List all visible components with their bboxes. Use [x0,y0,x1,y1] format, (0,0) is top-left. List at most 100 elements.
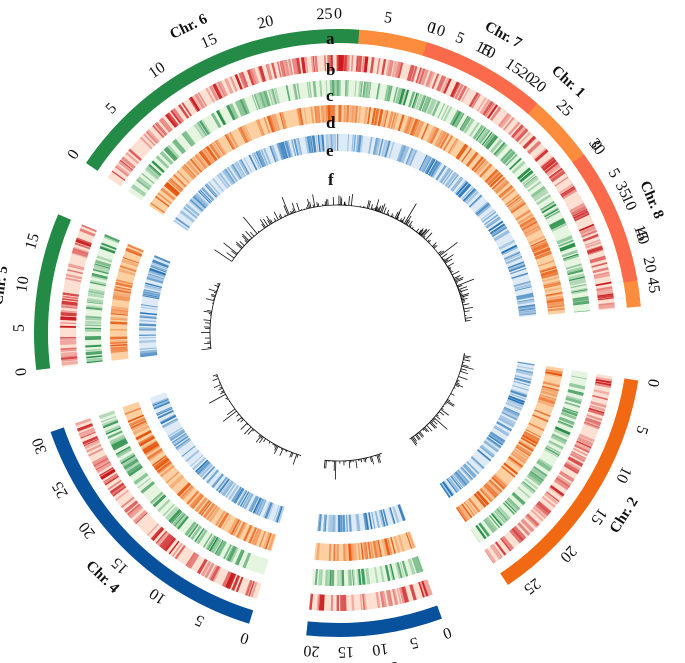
track-c-bin [574,310,591,313]
track-e-bin [195,459,209,474]
tick-label: 5 [632,424,651,437]
track-d-bin [457,144,469,160]
track-c-bin [395,87,402,104]
track-d-chr2-bg [455,366,564,523]
histogram-bar [456,278,475,287]
track-e-bin [275,505,282,523]
track-b-bin [150,526,163,540]
track-c-bin [563,254,580,262]
track-c-bin [540,200,555,211]
histogram-bar [441,253,448,259]
histogram-bar [454,277,459,281]
track-b-bin [100,468,116,480]
track-e-bin [216,477,228,492]
track-b-bin [443,78,452,94]
track-d-bin [546,301,565,307]
track-d-bin [448,138,459,155]
histogram-bar [223,242,238,255]
track-e-bin [421,156,432,173]
histogram-bar [291,452,294,458]
track-c-bin [172,512,185,526]
track-c-bin [105,427,122,435]
track-e-bin [157,409,174,419]
track-c-bin [502,502,516,515]
track-c-bin [440,105,449,121]
histogram-bar [221,390,224,393]
track-d-bin [321,105,324,123]
track-d-bin [194,497,208,513]
track-b-bin [61,360,78,366]
track-d-bin [208,144,220,160]
track-b-bin [583,422,600,430]
tick-label: 35 [612,179,634,201]
histogram-bar [205,298,215,302]
track-b-bin [421,580,429,597]
track-d-bin [483,484,497,498]
tick-label: 0 [644,378,662,389]
histogram-bar [418,432,423,438]
track-c-bin [519,170,534,183]
histogram-bar [281,196,290,215]
track-e-bin [251,153,260,170]
track-d-bin [535,251,552,260]
track-e-bin [323,514,327,532]
histogram-bar [212,374,218,377]
histogram-bar [464,310,470,313]
track-c-bin [138,176,152,188]
histogram-bar [455,382,460,385]
track-b-bin [436,75,446,92]
track-c-bin [93,265,110,273]
histogram-bar [270,219,273,224]
histogram-bar [220,391,225,395]
track-b-bin [573,211,590,221]
tick-label: 5 [11,324,28,332]
track-d-bin [344,105,348,123]
track-d-bin [338,105,342,123]
track-c-bin [109,434,125,444]
track-e-bin [485,216,501,229]
histogram-bar [438,411,445,416]
track-d-bin [186,161,199,176]
track-d-bin [455,507,467,523]
track-e-bin [248,154,258,171]
track-e-bin [196,460,210,475]
track-c-bin [544,448,559,458]
track-c-bin [88,290,105,296]
track-b-bin [204,562,214,578]
track-c-bin [500,148,513,162]
track-c-bin [91,275,108,281]
track-c-bin [548,441,563,450]
track-d-bin [510,202,526,214]
track-e-bin [371,511,376,529]
tick-label: 25 [49,479,72,501]
track-e-bin [489,223,505,234]
track-d-bin [183,164,197,178]
track-b-bin [534,149,549,162]
track-e-bin [325,134,330,152]
track-e-bin [290,139,296,157]
track-b-bin [61,300,78,306]
track-e-bin [160,415,177,425]
track-c-bin [141,172,155,184]
track-e-bin [199,463,214,478]
track-c-bin [94,259,112,268]
track-d-bin [473,158,487,173]
track-c-bin [327,569,331,586]
track-c-bin [196,529,207,544]
track-d-bin [491,176,505,190]
track-b-bin [406,64,414,81]
histogram-bar [348,460,351,469]
histogram-bar [273,446,279,455]
track-b-bin [415,67,422,84]
histogram-bar [226,408,236,416]
histogram-baseline [324,452,382,462]
track-e-bin [139,327,157,330]
track-b-bin [592,394,609,401]
track-d-bin [387,111,394,129]
track-c-bin [337,569,340,586]
track-e-bin [142,293,160,298]
track-e-bin [458,183,472,198]
tick-label: 20 [303,642,320,660]
track-c-bin [319,80,322,97]
histogram-bar [405,215,412,225]
